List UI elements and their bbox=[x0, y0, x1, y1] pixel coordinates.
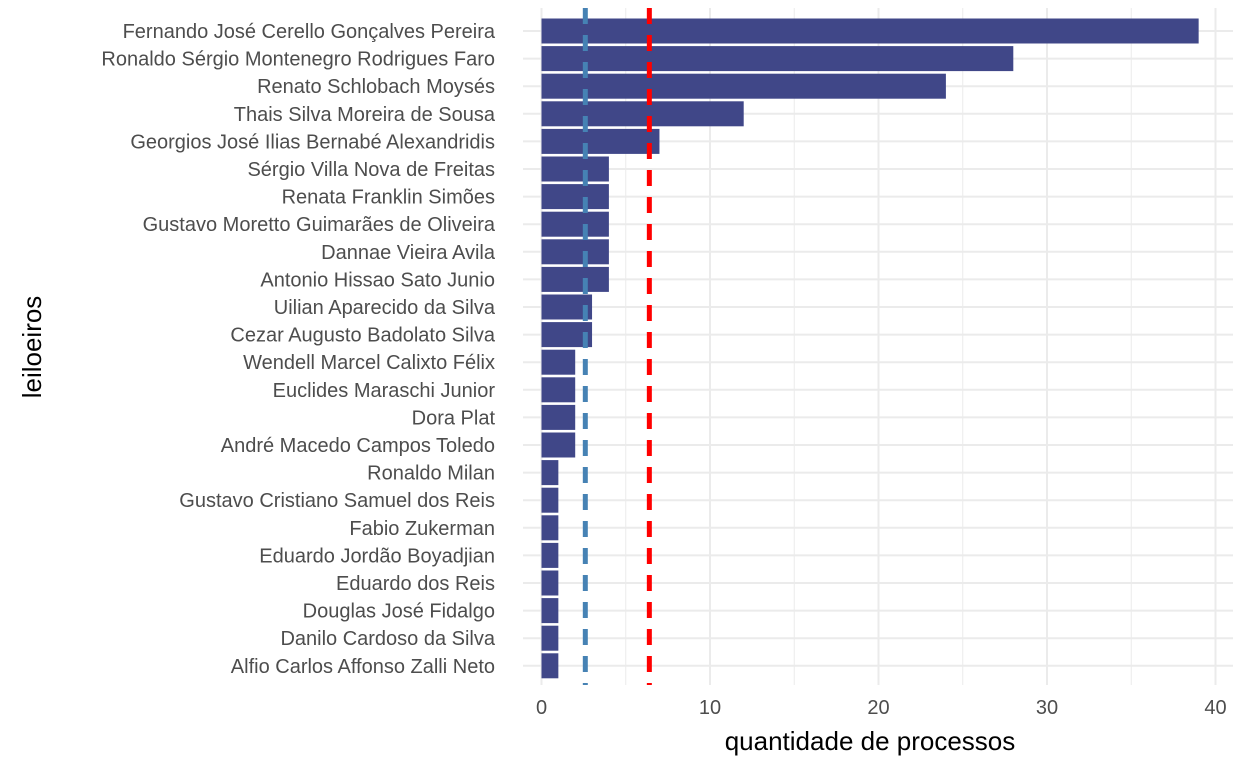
x-axis-title: quantidade de processos bbox=[725, 726, 1016, 756]
x-tick-label: 10 bbox=[699, 697, 721, 719]
y-tick-label: Georgios José Ilias Bernabé Alexandridis bbox=[130, 131, 495, 153]
y-tick-label: Renato Schlobach Moysés bbox=[257, 76, 495, 98]
bar bbox=[541, 211, 609, 237]
x-tick-label: 30 bbox=[1036, 697, 1058, 719]
bar bbox=[541, 239, 609, 265]
y-tick-label: Ronaldo Milan bbox=[367, 463, 495, 485]
bar bbox=[541, 184, 609, 210]
y-tick-label: Alfio Carlos Affonso Zalli Neto bbox=[231, 656, 495, 678]
x-tick-label: 40 bbox=[1204, 697, 1226, 719]
x-tick-label: 0 bbox=[536, 697, 547, 719]
bar bbox=[541, 349, 576, 375]
y-tick-label: Uilian Aparecido da Silva bbox=[274, 297, 496, 319]
bar bbox=[541, 73, 946, 99]
bar bbox=[541, 266, 609, 292]
y-tick-label: Fernando José Cerello Gonçalves Pereira bbox=[123, 21, 496, 43]
y-tick-label: Eduardo dos Reis bbox=[336, 573, 495, 595]
bar bbox=[541, 101, 744, 127]
reference-lines bbox=[582, 8, 652, 685]
y-tick-label: André Macedo Campos Toledo bbox=[221, 435, 495, 457]
y-tick-label: Fabio Zukerman bbox=[349, 518, 495, 540]
bar bbox=[541, 377, 576, 403]
bar bbox=[541, 460, 559, 486]
y-tick-label: Ronaldo Sérgio Montenegro Rodrigues Faro bbox=[101, 49, 495, 71]
bar bbox=[541, 128, 660, 154]
y-tick-label: Dannae Vieira Avila bbox=[321, 242, 496, 264]
bar bbox=[541, 625, 559, 651]
y-tick-label: Euclides Maraschi Junior bbox=[273, 380, 496, 402]
y-tick-label: Sérgio Villa Nova de Freitas bbox=[247, 159, 495, 181]
bar bbox=[541, 156, 609, 182]
y-tick-label: Antonio Hissao Sato Junio bbox=[260, 269, 495, 291]
y-tick-label: Thais Silva Moreira de Sousa bbox=[234, 104, 496, 126]
bar bbox=[541, 46, 1014, 72]
y-tick-label: Gustavo Moretto Guimarães de Oliveira bbox=[143, 214, 496, 236]
bar bbox=[541, 598, 559, 624]
bar bbox=[541, 515, 559, 541]
bars bbox=[541, 18, 1199, 679]
y-tick-label: Dora Plat bbox=[412, 407, 496, 429]
y-tick-label: Cezar Augusto Badolato Silva bbox=[230, 325, 495, 347]
bar bbox=[541, 570, 559, 596]
x-tick-label: 20 bbox=[867, 697, 889, 719]
bar bbox=[541, 487, 559, 513]
bar bbox=[541, 432, 576, 458]
bar bbox=[541, 542, 559, 568]
y-tick-label: Eduardo Jordão Boyadjian bbox=[259, 545, 495, 567]
y-tick-labels: Fernando José Cerello Gonçalves Pereira R… bbox=[101, 21, 495, 678]
bar bbox=[541, 18, 1199, 44]
y-tick-label: Wendell Marcel Calixto Félix bbox=[243, 352, 495, 374]
bar bbox=[541, 404, 576, 430]
y-axis-title: leiloeiros bbox=[17, 296, 47, 399]
x-tick-labels: 0 10 20 30 40 bbox=[536, 697, 1227, 719]
y-tick-label: Danilo Cardoso da Silva bbox=[280, 628, 495, 650]
y-tick-label: Gustavo Cristiano Samuel dos Reis bbox=[179, 490, 495, 512]
y-tick-label: Renata Franklin Simões bbox=[282, 187, 495, 209]
y-tick-label: Douglas José Fidalgo bbox=[303, 601, 495, 623]
bar bbox=[541, 653, 559, 679]
